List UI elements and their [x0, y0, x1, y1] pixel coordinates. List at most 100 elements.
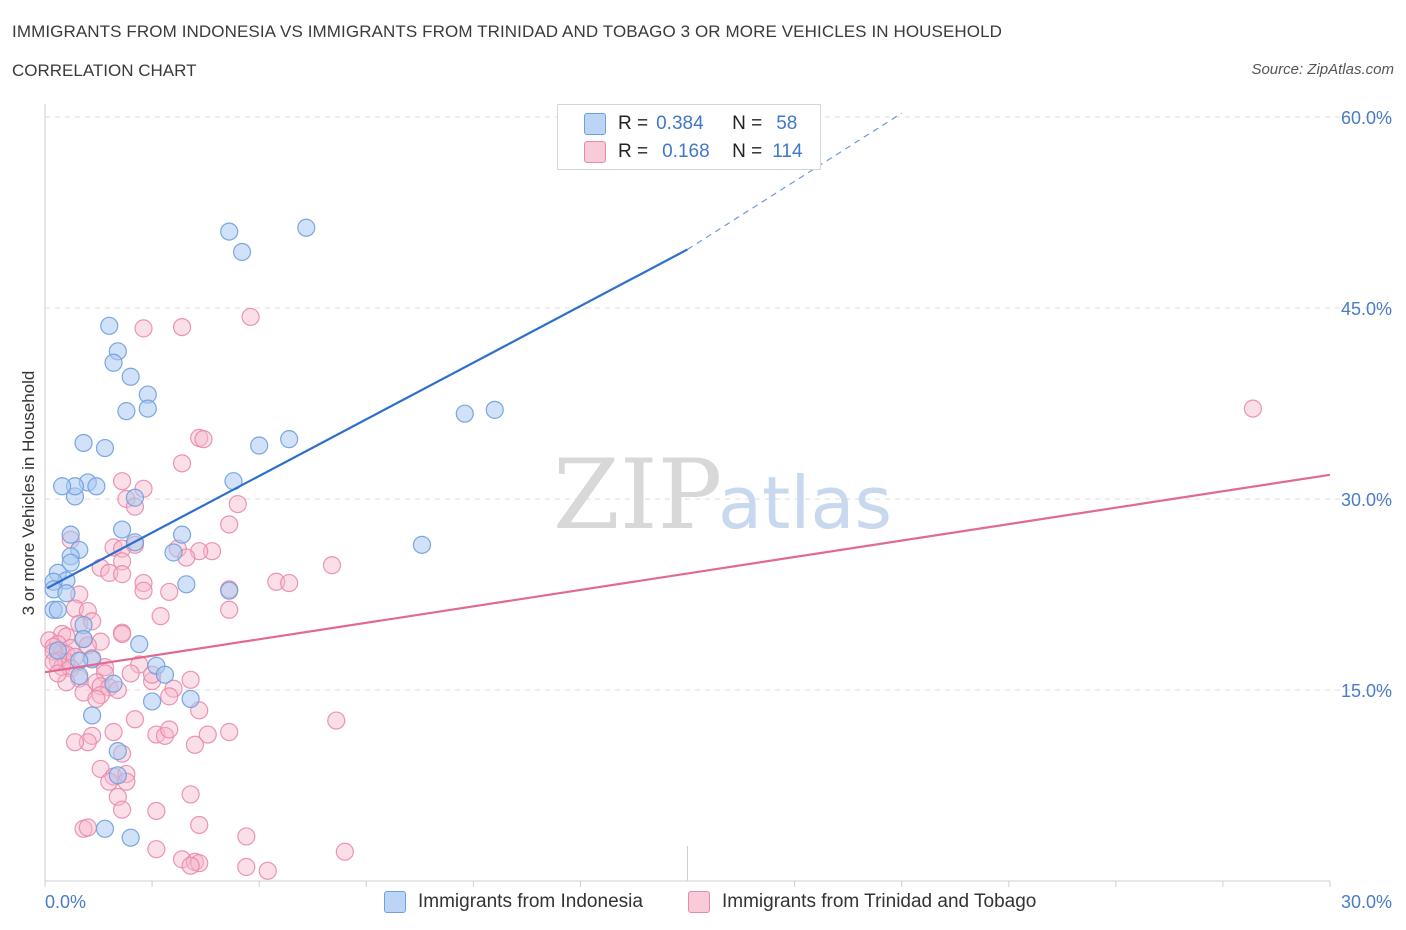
- x-tick-label: 30.0%: [1341, 892, 1392, 912]
- indonesia-point: [57, 584, 76, 603]
- trinidad-point: [198, 725, 217, 744]
- trinidad-point: [172, 318, 192, 337]
- legend-swatch-pink: [584, 141, 606, 163]
- indonesia-point: [138, 399, 157, 418]
- indonesia-point: [74, 433, 93, 453]
- indonesia-point: [61, 553, 80, 572]
- indonesia-point: [164, 543, 183, 562]
- trinidad-point: [121, 664, 140, 683]
- trinidad-point: [78, 818, 97, 837]
- bottom-legend-swatch-pink: [688, 891, 710, 913]
- trinidad-point: [322, 556, 342, 575]
- indonesia-point: [104, 674, 123, 693]
- trinidad-point: [258, 861, 277, 880]
- trinidad-point: [220, 722, 239, 742]
- indonesia-point: [108, 742, 127, 761]
- trinidad-point: [160, 720, 179, 739]
- y-axis-title: 3 or more Vehicles in Household: [19, 371, 38, 616]
- indonesia-point: [232, 242, 252, 262]
- y-tick-label: 15.0%: [1341, 681, 1392, 701]
- indonesia-point: [100, 316, 119, 335]
- indonesia-point: [142, 692, 162, 711]
- axes: [44, 104, 1331, 887]
- indonesia-point: [125, 488, 145, 507]
- trinidad-point: [228, 494, 247, 514]
- trinidad-point: [267, 572, 286, 591]
- indonesia-trend-extension: [687, 112, 902, 250]
- bottom-legend-label: Immigrants from Trinidad and Tobago: [722, 891, 1037, 912]
- indonesia-point: [177, 575, 196, 594]
- indonesia-point: [181, 689, 200, 709]
- indonesia-point: [53, 477, 72, 496]
- indonesia-point: [220, 222, 239, 241]
- trinidad-point: [65, 733, 85, 752]
- trinidad-point: [202, 542, 222, 561]
- trinidad-point: [134, 573, 153, 593]
- trinidad-point: [194, 430, 213, 449]
- trinidad-point: [112, 472, 132, 491]
- trinidad-point: [241, 307, 260, 327]
- trend-lines: [44, 112, 1331, 674]
- indonesia-point: [250, 436, 269, 455]
- tick-labels: 15.0% 30.0% 45.0% 60.0% 0.0% 30.0%: [45, 108, 1392, 912]
- trinidad-point: [327, 711, 346, 730]
- indonesia-point: [61, 525, 80, 544]
- trinidad-point: [220, 515, 239, 534]
- correlation-legend: R = 0.384 N = 58 R = 0.168 N = 114: [557, 104, 821, 170]
- bottom-legend-trinidad: Immigrants from Trinidad and Tobago: [688, 889, 1036, 915]
- y-tick-label: 45.0%: [1341, 299, 1392, 319]
- x-tick-label: 0.0%: [45, 892, 86, 912]
- legend-n-value: 114: [772, 141, 803, 162]
- legend-row-indonesia: R = 0.384 N = 58: [584, 112, 797, 136]
- legend-swatch-blue: [584, 113, 606, 135]
- trinidad-point: [280, 573, 299, 593]
- legend-r-label: R =: [618, 141, 649, 162]
- indonesia-point: [112, 520, 132, 539]
- trinidad-point: [147, 840, 166, 859]
- indonesia-point: [95, 819, 115, 838]
- trinidad-point: [220, 600, 239, 619]
- watermark-zip: ZIP: [553, 439, 722, 551]
- trinidad-point: [87, 689, 106, 709]
- indonesia-point: [48, 641, 67, 660]
- legend-r-label: R =: [618, 113, 649, 134]
- bottom-legend-swatch-blue: [384, 891, 406, 913]
- trinidad-point: [112, 552, 132, 571]
- trinidad-point: [160, 582, 179, 602]
- indonesia-point: [220, 581, 239, 600]
- chart-subtitle: CORRELATION CHART: [12, 61, 197, 80]
- indonesia-point: [108, 766, 127, 785]
- watermark: ZIP atlas: [553, 439, 892, 551]
- trinidad-point: [112, 565, 132, 584]
- indonesia-point: [155, 665, 175, 684]
- chart-title: IMMIGRANTS FROM INDONESIA VS IMMIGRANTS …: [12, 22, 1003, 41]
- trinidad-point: [1243, 399, 1263, 418]
- trinidad-point: [104, 722, 123, 742]
- y-tick-label: 60.0%: [1341, 108, 1392, 128]
- legend-r-value: 0.384: [656, 113, 704, 134]
- trinidad-point: [181, 856, 200, 875]
- trinidad-point: [48, 664, 67, 683]
- indonesia-point: [48, 600, 67, 619]
- trinidad-point: [112, 800, 132, 819]
- watermark-atlas: atlas: [718, 461, 892, 545]
- trinidad-point: [181, 785, 200, 804]
- legend-n-label: N =: [732, 113, 763, 134]
- trinidad-point: [78, 733, 97, 752]
- indonesia-point: [412, 535, 432, 554]
- indonesia-point: [485, 400, 504, 419]
- trinidad-point: [100, 563, 119, 582]
- trinidad-point: [181, 670, 200, 689]
- series-indonesia-points: [44, 218, 504, 847]
- indonesia-point: [83, 706, 102, 725]
- trinidad-point: [160, 687, 179, 706]
- indonesia-point: [130, 635, 149, 654]
- indonesia-point: [280, 430, 299, 449]
- indonesia-point: [104, 353, 123, 372]
- indonesia-point: [172, 525, 192, 544]
- grid-lines: [45, 116, 1392, 691]
- indonesia-point: [455, 404, 474, 423]
- trinidad-point: [125, 710, 145, 729]
- trinidad-point: [134, 319, 153, 338]
